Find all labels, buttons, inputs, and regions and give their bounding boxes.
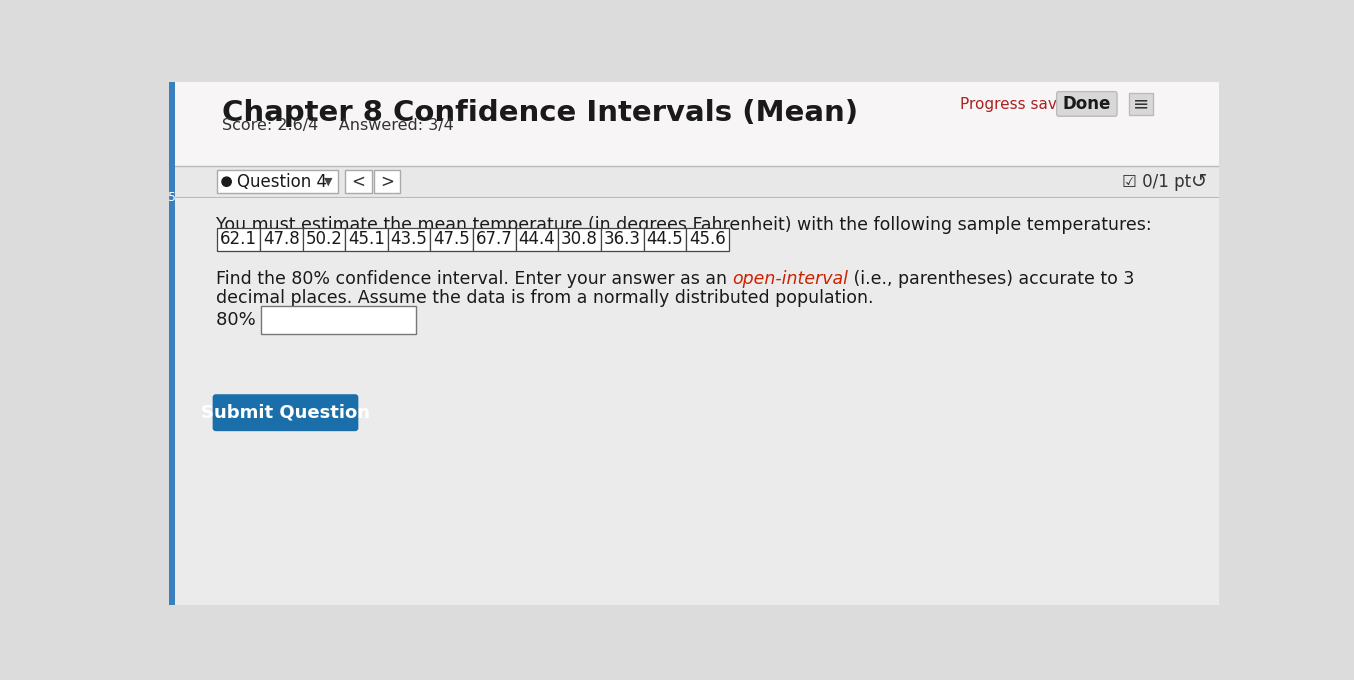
Text: 47.8: 47.8 xyxy=(263,231,299,248)
Text: 43.5: 43.5 xyxy=(391,231,428,248)
Text: open-interval: open-interval xyxy=(733,270,848,288)
Bar xyxy=(169,167,1219,197)
FancyBboxPatch shape xyxy=(213,394,359,431)
Bar xyxy=(260,228,302,251)
Text: 44.4: 44.4 xyxy=(519,231,555,248)
FancyBboxPatch shape xyxy=(345,170,371,193)
Bar xyxy=(387,228,431,251)
Bar xyxy=(169,82,176,605)
Text: ≡: ≡ xyxy=(1133,95,1150,114)
Text: 50.2: 50.2 xyxy=(306,231,343,248)
Circle shape xyxy=(222,177,232,186)
FancyBboxPatch shape xyxy=(374,170,401,193)
Text: (i.e., parentheses) accurate to 3: (i.e., parentheses) accurate to 3 xyxy=(848,270,1135,288)
Text: Submit Question: Submit Question xyxy=(200,404,370,422)
Bar xyxy=(176,199,1219,605)
Text: 45.1: 45.1 xyxy=(348,231,385,248)
Text: 67.7: 67.7 xyxy=(477,231,513,248)
Bar xyxy=(302,228,345,251)
Bar xyxy=(261,307,416,334)
Text: You must estimate the mean temperature (in degrees Fahrenheit) with the followin: You must estimate the mean temperature (… xyxy=(215,216,1151,235)
Text: 36.3: 36.3 xyxy=(604,231,640,248)
Bar xyxy=(217,228,260,251)
Text: 47.5: 47.5 xyxy=(433,231,470,248)
Text: decimal places. Assume the data is from a normally distributed population.: decimal places. Assume the data is from … xyxy=(215,289,873,307)
FancyBboxPatch shape xyxy=(217,170,338,193)
Bar xyxy=(686,228,728,251)
Text: Question 4: Question 4 xyxy=(237,173,326,190)
FancyBboxPatch shape xyxy=(1129,93,1152,115)
Text: <: < xyxy=(351,173,366,190)
Bar xyxy=(601,228,643,251)
Bar xyxy=(643,228,686,251)
Bar xyxy=(345,228,387,251)
Text: 80% C.I. =: 80% C.I. = xyxy=(215,311,311,329)
Bar xyxy=(473,228,516,251)
Text: Score: 2.6/4    Answered: 3/4: Score: 2.6/4 Answered: 3/4 xyxy=(222,118,454,133)
Text: 44.5: 44.5 xyxy=(646,231,684,248)
Bar xyxy=(558,228,601,251)
Bar xyxy=(516,228,558,251)
Text: ☑ 0/1 pt: ☑ 0/1 pt xyxy=(1122,173,1192,190)
Text: 45.6: 45.6 xyxy=(689,231,726,248)
Text: 5: 5 xyxy=(168,190,176,203)
Text: Done: Done xyxy=(1063,95,1112,113)
Text: 30.8: 30.8 xyxy=(561,231,598,248)
Text: Find the 80% confidence interval. Enter your answer as an: Find the 80% confidence interval. Enter … xyxy=(215,270,733,288)
FancyBboxPatch shape xyxy=(1056,92,1117,116)
Text: Chapter 8 Confidence Intervals (Mean): Chapter 8 Confidence Intervals (Mean) xyxy=(222,99,858,126)
Bar xyxy=(431,228,473,251)
Text: ▼: ▼ xyxy=(324,177,332,187)
Text: >: > xyxy=(380,173,394,190)
Text: ↺: ↺ xyxy=(1190,172,1206,191)
Text: 62.1: 62.1 xyxy=(221,231,257,248)
Bar xyxy=(169,82,1219,167)
Text: Progress saved: Progress saved xyxy=(960,97,1076,112)
